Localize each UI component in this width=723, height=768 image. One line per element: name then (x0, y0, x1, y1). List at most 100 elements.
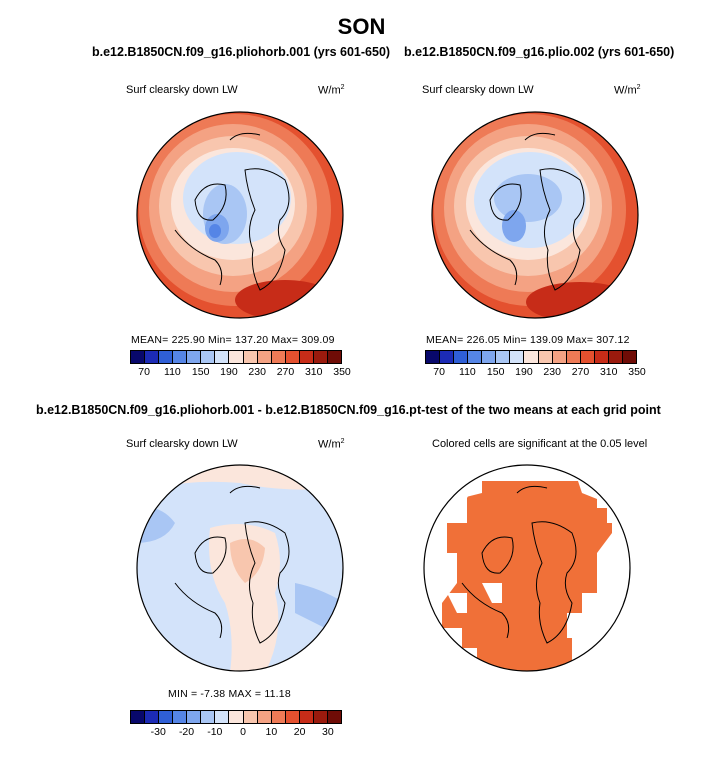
page-title: SON (337, 14, 386, 39)
colorbar-cell (173, 711, 188, 723)
colorbar-cell (482, 351, 497, 363)
p3-coast-siberia (229, 485, 261, 494)
panel1-stats: MEAN= 225.90 Min= 137.20 Max= 309.09 (131, 334, 335, 346)
colorbar-tick-label: 150 (486, 366, 505, 378)
colorbar-cell (622, 351, 636, 363)
colorbar-tick-label: 190 (220, 366, 238, 378)
panel2-variable-label: Surf clearsky down LW (422, 84, 534, 96)
panel3-polar-map (136, 464, 344, 672)
p4-coast-north-america (461, 582, 510, 639)
colorbar-cell (496, 351, 511, 363)
colorbar-cell (299, 711, 314, 723)
p2-field-cold-170 (494, 174, 562, 222)
colorbar-tick-label: 350 (628, 366, 646, 378)
colorbar-tick-label: 20 (293, 726, 306, 738)
panel2-colorbar-cells (425, 350, 637, 364)
colorbar-cell (243, 711, 258, 723)
p2-coast-eurasia (539, 168, 585, 291)
panel4-note: Colored cells are significant at the 0.0… (432, 438, 648, 450)
colorbar-cell (271, 351, 286, 363)
panel1-unit: W/m2 (318, 84, 345, 97)
panel3-colorbar: -30 -20 -10 0 10 20 30 (130, 710, 342, 738)
p2-coast-greenland (489, 183, 522, 221)
panel1-variable-label: Surf clearsky down LW (126, 84, 238, 96)
colorbar-cell (215, 711, 230, 723)
panel4-title: t-test of the two means at each grid poi… (417, 403, 661, 417)
colorbar-cell (257, 351, 272, 363)
colorbar-cell (468, 351, 483, 363)
colorbar-cell (201, 351, 216, 363)
colorbar-tick-label: 270 (276, 366, 295, 378)
p1-coast-north-america (174, 229, 223, 286)
colorbar-cell (313, 351, 328, 363)
panel1-colorbar: 70 110 150 190 230 270 310 350 (130, 350, 351, 378)
panel2-unit: W/m2 (614, 84, 641, 97)
p2-map-border (431, 111, 639, 319)
colorbar-cell (131, 711, 146, 723)
colorbar-cell (454, 351, 469, 363)
p4-coast-greenland (481, 536, 514, 574)
p1-field-hot-310 (235, 280, 335, 318)
p2-coast-siberia (524, 132, 556, 141)
p4-blank-hole (482, 583, 502, 603)
colorbar-tick-label: 310 (599, 366, 618, 378)
colorbar-cell (145, 711, 160, 723)
colorbar-tick-label: -10 (207, 726, 223, 738)
panel2-colorbar-ticks: 70 110 150 190 230 270 310 350 (425, 364, 645, 378)
colorbar-tick-label: 190 (515, 366, 533, 378)
p2-coast-north-america (469, 229, 518, 286)
panel1-colorbar-cells (130, 350, 342, 364)
colorbar-tick-label: 150 (191, 366, 210, 378)
panel2-polar-map (431, 111, 639, 319)
colorbar-tick-label: -30 (150, 726, 166, 738)
p1-coast-siberia (229, 132, 261, 141)
colorbar-cell (313, 711, 328, 723)
colorbar-cell (510, 351, 525, 363)
p3-coast-eurasia (244, 521, 290, 644)
panel1-polar-map (136, 111, 344, 319)
p3-coast-north-america (174, 582, 223, 639)
colorbar-cell (580, 351, 595, 363)
p1-coast-greenland (194, 183, 227, 221)
colorbar-tick-label: 110 (459, 366, 476, 378)
colorbar-cell (159, 351, 174, 363)
colorbar-cell (285, 351, 300, 363)
colorbar-tick-label: 230 (248, 366, 266, 378)
colorbar-tick-label: 10 (265, 726, 278, 738)
panel2-stats: MEAN= 226.05 Min= 139.09 Max= 307.12 (426, 334, 630, 346)
panel1-colorbar-ticks: 70 110 150 190 230 270 310 350 (130, 364, 350, 378)
colorbar-cell (594, 351, 609, 363)
colorbar-cell (257, 711, 272, 723)
panel3-title: b.e12.B1850CN.f09_g16.pliohorb.001 - b.e… (36, 403, 456, 417)
colorbar-cell (299, 351, 314, 363)
colorbar-cell (426, 351, 441, 363)
p4-coast-eurasia (531, 521, 577, 644)
colorbar-tick-label: 310 (304, 366, 323, 378)
colorbar-cell (229, 351, 244, 363)
colorbar-tick-label: 0 (240, 726, 246, 738)
colorbar-tick-label: -20 (178, 726, 195, 738)
colorbar-tick-label: 110 (164, 366, 181, 378)
p4-coast-siberia (516, 485, 548, 494)
p1-coast-eurasia (244, 168, 290, 291)
colorbar-cell (524, 351, 539, 363)
colorbar-cell (159, 711, 174, 723)
panel3-variable-label: Surf clearsky down LW (126, 438, 238, 450)
colorbar-cell (271, 711, 286, 723)
p3-map-border (136, 464, 344, 672)
colorbar-cell (201, 711, 216, 723)
p4-map-border (423, 464, 631, 672)
colorbar-cell (173, 351, 188, 363)
colorbar-cell (327, 711, 341, 723)
p3-field-pos-core (230, 539, 265, 583)
colorbar-tick-label: 230 (543, 366, 561, 378)
p1-field-cold-130 (209, 224, 221, 238)
panel2-colorbar: 70 110 150 190 230 270 310 350 (425, 350, 646, 378)
colorbar-cell (608, 351, 623, 363)
panel3-stats: MIN = -7.38 MAX = 11.18 (168, 688, 291, 700)
panel2-title: b.e12.B1850CN.f09_g16.plio.002 (yrs 601-… (404, 45, 675, 59)
colorbar-cell (243, 351, 258, 363)
colorbar-cell (538, 351, 553, 363)
colorbar-tick-label: 270 (571, 366, 590, 378)
colorbar-cell (229, 711, 244, 723)
